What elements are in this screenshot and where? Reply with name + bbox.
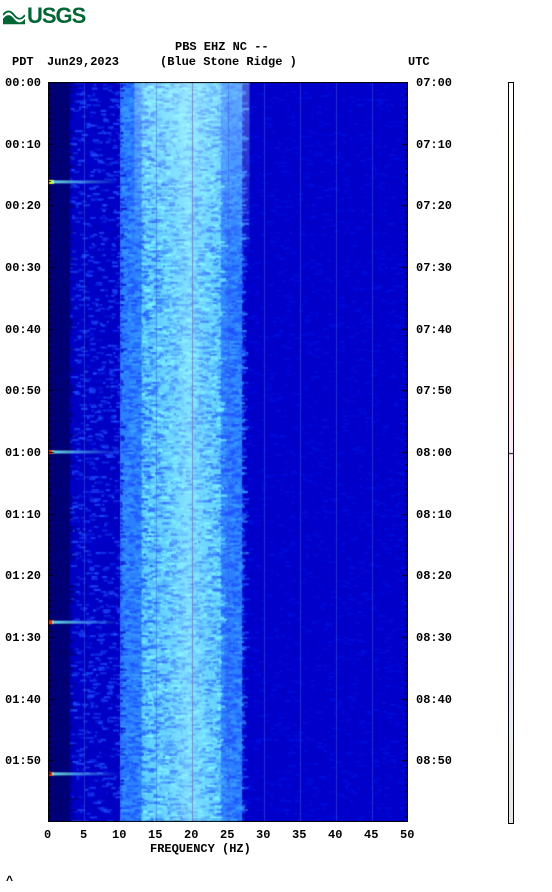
right-y-tick-label: 07:00	[416, 76, 452, 90]
left-y-tick-label: 01:40	[5, 693, 41, 707]
x-tick-label: 10	[112, 828, 126, 842]
left-y-tick-label: 01:00	[5, 446, 41, 460]
footer-caret-icon: ^	[6, 874, 13, 888]
x-axis-label: FREQUENCY (HZ)	[150, 842, 251, 856]
left-y-tick-label: 01:20	[5, 569, 41, 583]
x-tick-label: 20	[184, 828, 198, 842]
left-y-tick-label: 01:30	[5, 631, 41, 645]
station-name-label: (Blue Stone Ridge )	[160, 55, 297, 69]
date-label: Jun29,2023	[47, 55, 119, 69]
right-y-tick-label: 08:50	[416, 754, 452, 768]
x-tick-label: 40	[328, 828, 342, 842]
left-y-tick-label: 00:10	[5, 138, 41, 152]
left-y-tick-label: 00:50	[5, 384, 41, 398]
left-timezone-label: PDT	[12, 55, 34, 69]
left-y-tick-label: 00:40	[5, 323, 41, 337]
x-tick-label: 30	[256, 828, 270, 842]
station-code-label: PBS EHZ NC --	[175, 40, 269, 54]
right-y-tick-label: 07:10	[416, 138, 452, 152]
x-tick-label: 45	[364, 828, 378, 842]
right-timezone-label: UTC	[408, 55, 430, 69]
right-y-tick-label: 08:00	[416, 446, 452, 460]
right-y-tick-label: 08:10	[416, 508, 452, 522]
left-y-tick-label: 01:50	[5, 754, 41, 768]
left-y-tick-label: 00:20	[5, 199, 41, 213]
x-tick-label: 0	[44, 828, 51, 842]
x-tick-label: 5	[80, 828, 87, 842]
x-tick-label: 50	[400, 828, 414, 842]
right-y-tick-label: 07:40	[416, 323, 452, 337]
wave-icon	[3, 7, 25, 25]
right-y-tick-label: 07:50	[416, 384, 452, 398]
left-y-tick-label: 00:00	[5, 76, 41, 90]
colorbar-scale	[508, 82, 514, 824]
x-tick-label: 15	[148, 828, 162, 842]
left-y-tick-label: 01:10	[5, 508, 41, 522]
usgs-logo: USGS	[3, 3, 85, 29]
right-y-tick-label: 08:20	[416, 569, 452, 583]
right-y-tick-label: 07:30	[416, 261, 452, 275]
x-tick-label: 35	[292, 828, 306, 842]
right-y-tick-label: 08:30	[416, 631, 452, 645]
logo-text: USGS	[27, 3, 85, 29]
x-tick-label: 25	[220, 828, 234, 842]
right-y-tick-label: 07:20	[416, 199, 452, 213]
right-y-tick-label: 08:40	[416, 693, 452, 707]
left-y-tick-label: 00:30	[5, 261, 41, 275]
spectrogram-heatmap	[48, 82, 408, 822]
